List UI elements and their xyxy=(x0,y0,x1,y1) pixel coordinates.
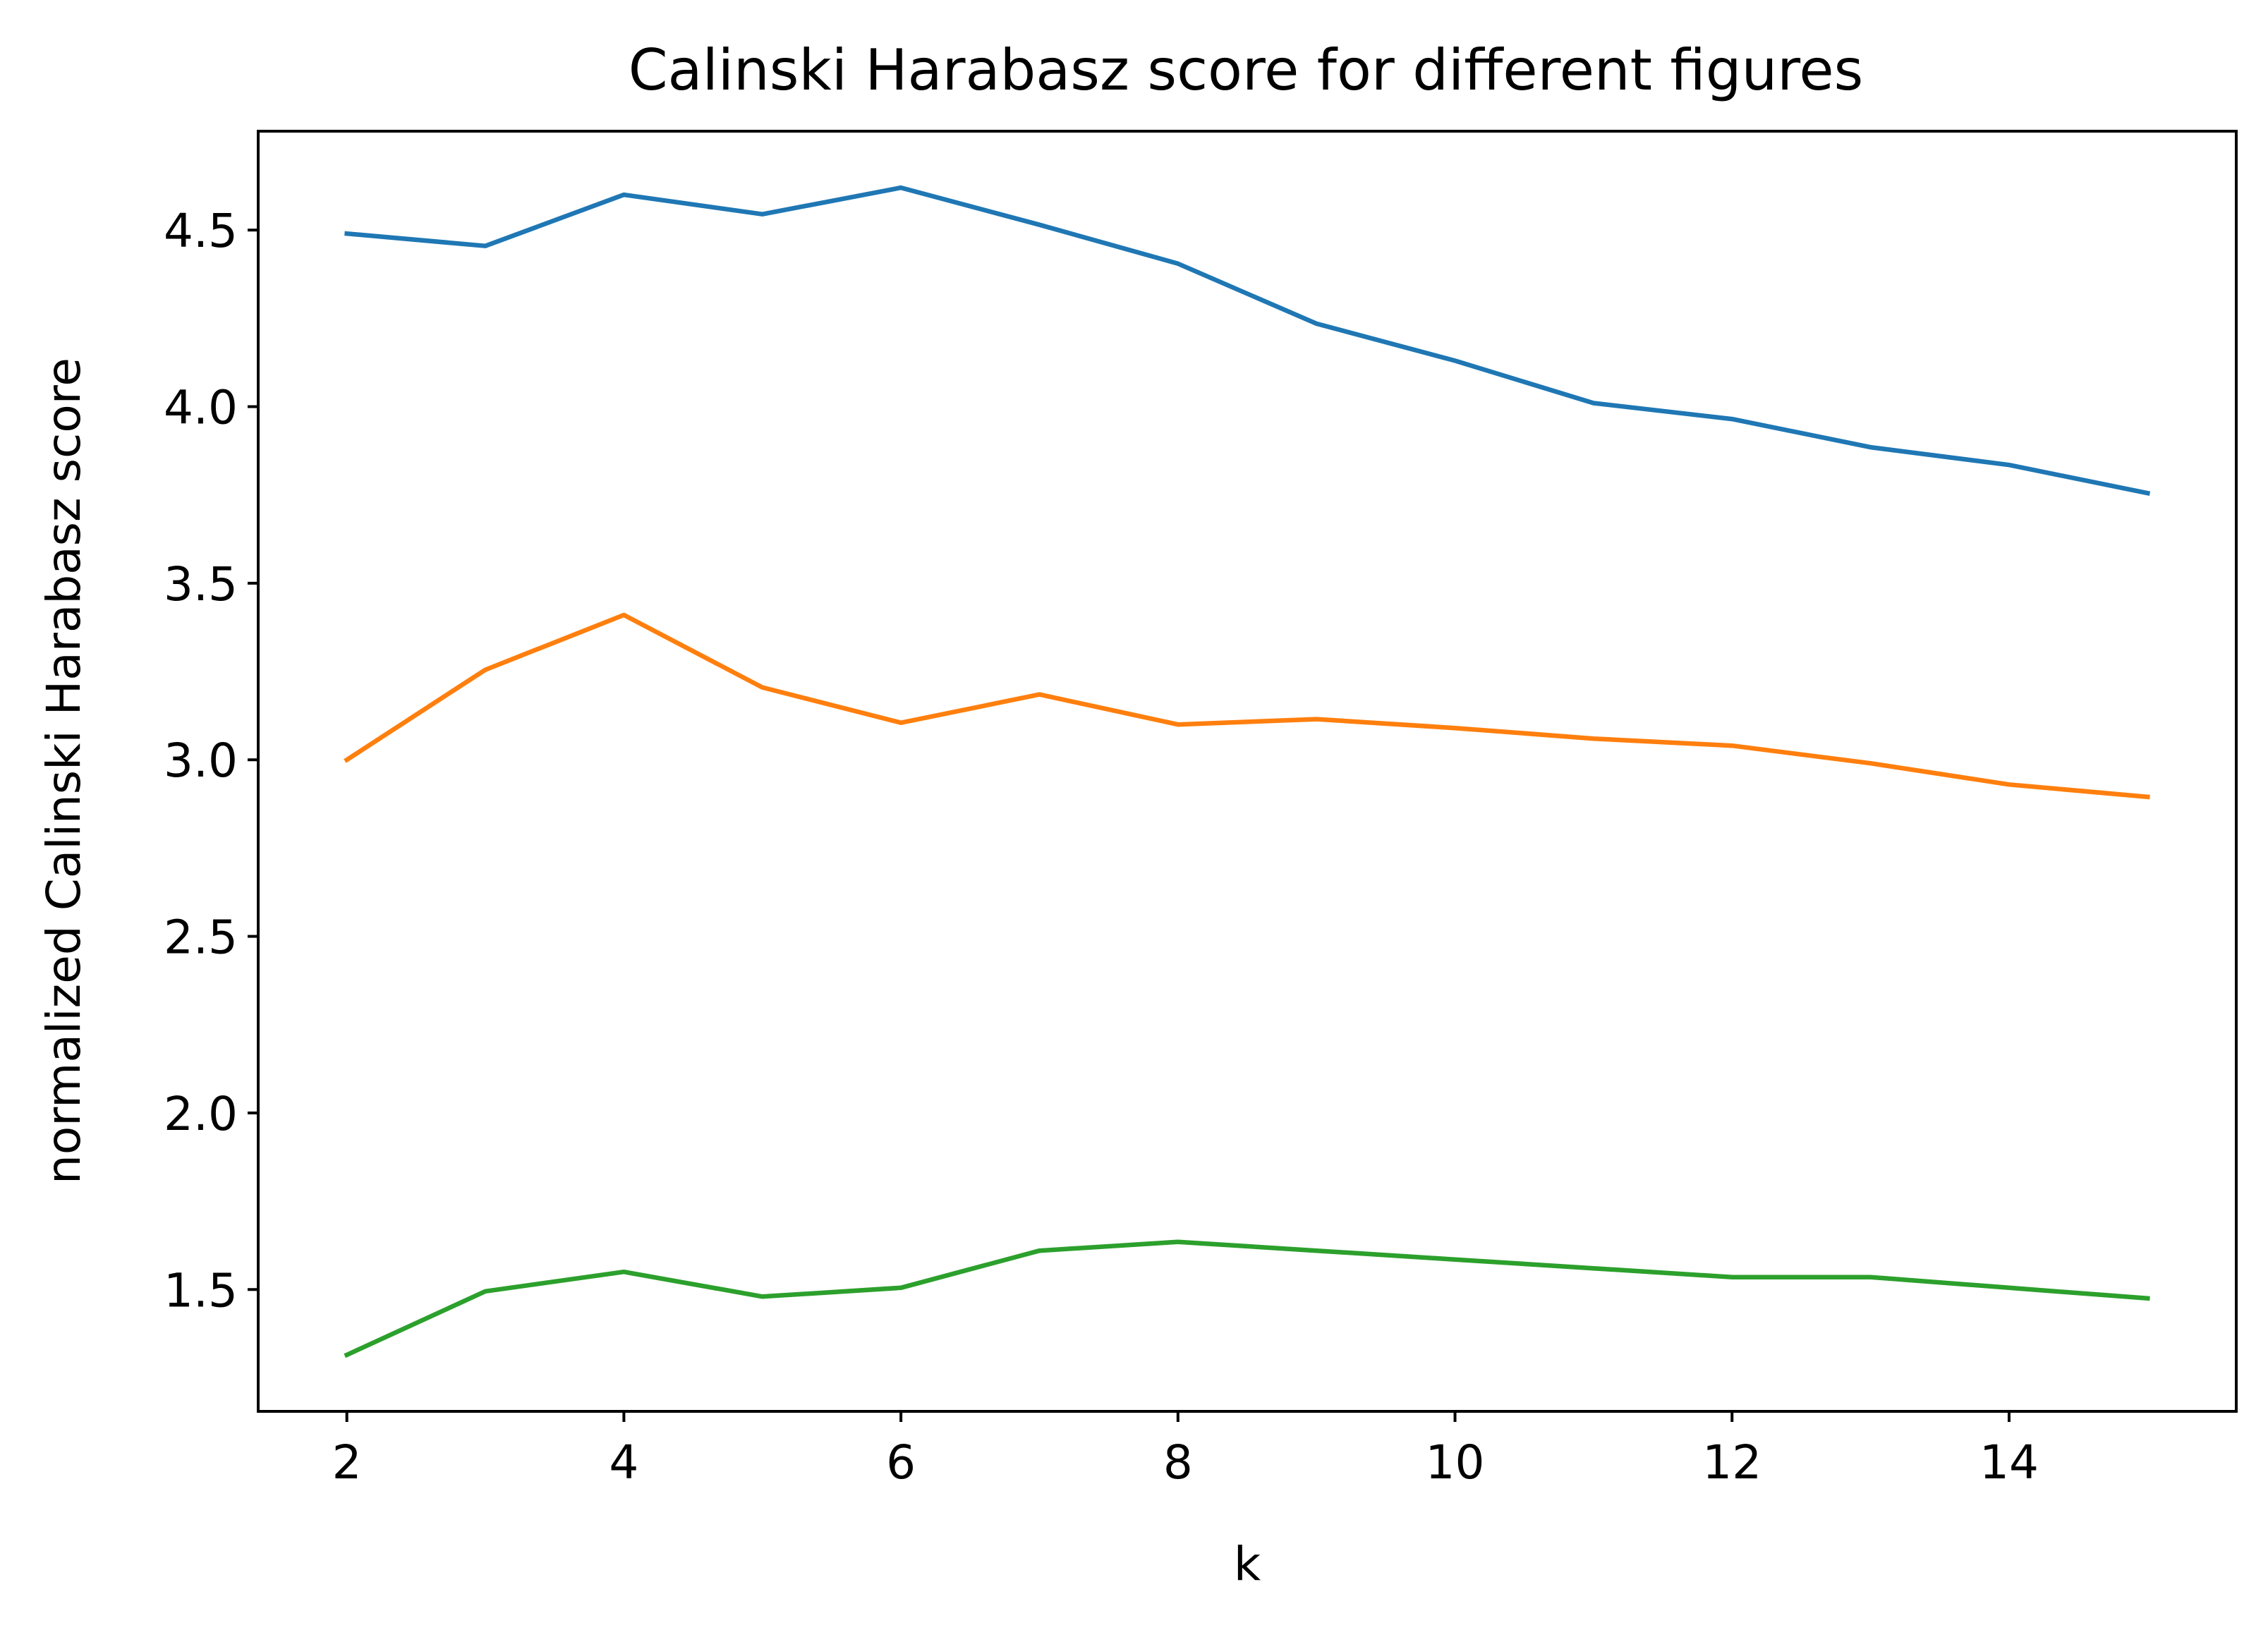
x-tick-label: 2 xyxy=(332,1435,362,1490)
x-tick-label: 6 xyxy=(886,1435,916,1490)
y-tick-label: 3.0 xyxy=(164,734,238,788)
y-tick-label: 4.5 xyxy=(164,204,238,258)
y-tick-label: 1.5 xyxy=(164,1263,238,1318)
y-tick-label: 4.0 xyxy=(164,381,238,435)
series-line-3 xyxy=(344,1239,2150,1358)
y-tick-label: 3.5 xyxy=(164,557,238,612)
x-tick-label: 10 xyxy=(1426,1435,1485,1490)
series-line-2 xyxy=(344,612,2150,800)
x-tick-label: 4 xyxy=(609,1435,638,1490)
x-tick-label: 8 xyxy=(1163,1435,1193,1490)
x-tick-label: 12 xyxy=(1702,1435,1761,1490)
y-tick-label: 2.0 xyxy=(164,1087,238,1141)
y-tick-label: 2.5 xyxy=(164,911,238,965)
x-axis-label: k xyxy=(1234,1537,1261,1591)
y-axis: 1.5 2.0 2.5 3.0 3.5 4.0 4.5 xyxy=(164,204,258,1318)
plot-area xyxy=(344,185,2151,1358)
chart-title: Calinski Harabasz score for different fi… xyxy=(629,37,1864,103)
series-line-1 xyxy=(344,185,2151,497)
plot-frame xyxy=(257,130,2238,1413)
y-axis-label: normalized Calinski Harabasz score xyxy=(37,358,91,1184)
x-axis: 2 4 6 8 10 12 14 xyxy=(332,1411,2039,1490)
x-tick-label: 14 xyxy=(1979,1435,2039,1490)
